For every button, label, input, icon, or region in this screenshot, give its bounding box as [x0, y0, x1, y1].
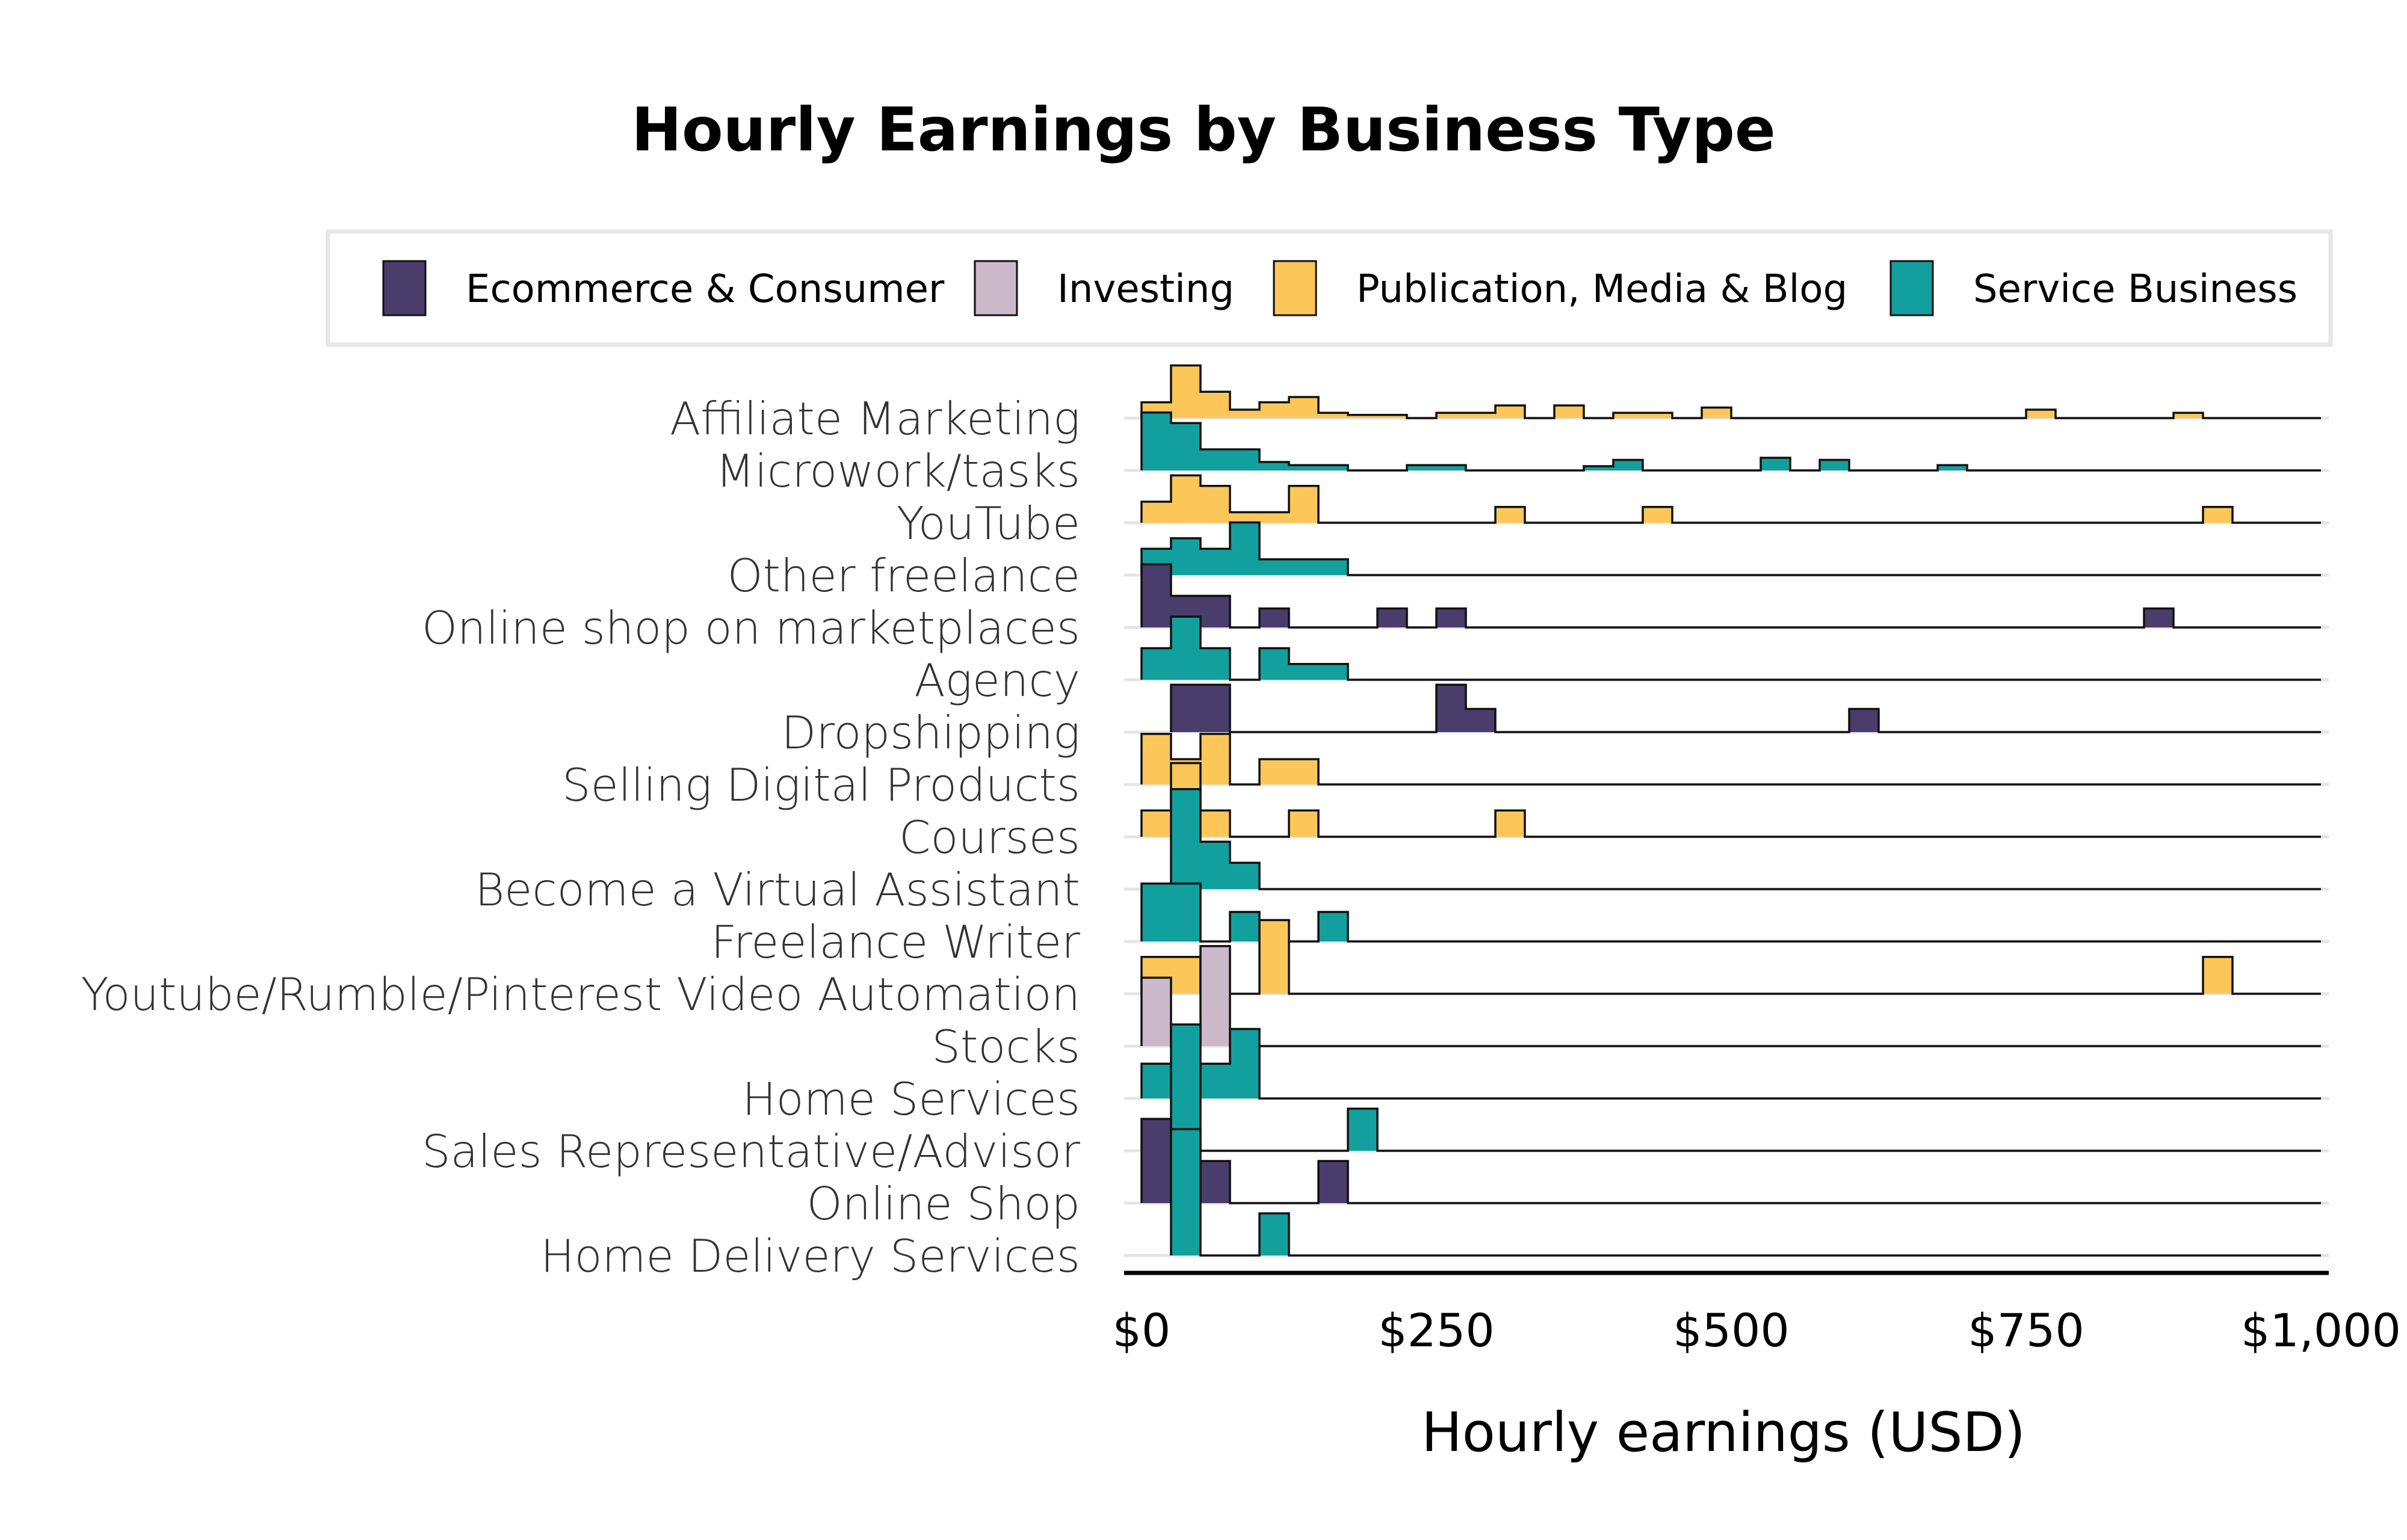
legend-swatch-investing — [974, 260, 1018, 316]
ridge-dropshipping — [1170, 683, 2321, 733]
ridge-outline-sales-representative-advisor — [1170, 1023, 2321, 1152]
x-tick-label: $1,000 — [2241, 1304, 2401, 1357]
x-tick-label: $750 — [1968, 1304, 2084, 1357]
ridge-fill-become-a-virtual-assistant — [1171, 789, 2321, 889]
legend-swatch-ecommerce-consumer — [382, 260, 427, 316]
ridge-outline-freelance-writer — [1140, 882, 2321, 943]
row-label-courses: Courses — [899, 811, 1080, 864]
legend-swatch-service-business — [1889, 260, 1934, 316]
x-axis-ticks: $0 $250 $500 $750 $1,000 — [1113, 1304, 2401, 1357]
row-labels: Affiliate MarketingMicrowork/tasksYouTub… — [81, 392, 1081, 1283]
row-label-become-a-virtual-assistant: Become a Virtual Assistant — [475, 863, 1080, 916]
x-tick-label: $250 — [1378, 1304, 1494, 1357]
ridge-fill-sales-representative-advisor — [1171, 1024, 2321, 1151]
ridge-freelance-writer — [1140, 882, 2321, 943]
row-label-youtube: YouTube — [897, 497, 1080, 550]
ridge-outline-courses — [1140, 762, 2321, 838]
ridge-outline-online-shop-on-marketplaces — [1140, 563, 2321, 629]
x-tick-label: $0 — [1113, 1304, 1171, 1357]
row-label-sales-representative-advisor: Sales Representative/Advisor — [422, 1125, 1080, 1178]
ridge-fill-home-delivery-services — [1171, 1129, 2321, 1255]
legend-label-service-business: Service Business — [1973, 267, 2297, 312]
ridge-outline-youtube — [1140, 474, 2321, 524]
ridge-become-a-virtual-assistant — [1170, 788, 2321, 890]
row-label-selling-digital-products: Selling Digital Products — [562, 759, 1080, 812]
ridge-outline-selling-digital-products — [1140, 733, 2321, 786]
row-label-dropshipping: Dropshipping — [782, 706, 1080, 759]
ridge-fill-home-services — [1142, 1029, 2321, 1098]
ridge-agency — [1140, 615, 2321, 681]
ridge-sales-representative-advisor — [1170, 1023, 2321, 1152]
ridge-outline-agency — [1140, 615, 2321, 681]
row-label-microwork-tasks: Microwork/tasks — [715, 445, 1080, 497]
row-label-online-shop: Online Shop — [807, 1177, 1080, 1230]
x-tick-label: $500 — [1673, 1304, 1789, 1357]
x-axis-title: Hourly earnings (USD) — [1421, 1401, 2025, 1464]
ridge-outline-other-freelance — [1140, 521, 2321, 576]
ridge-fill-other-freelance — [1142, 522, 2321, 575]
chart-title: Hourly Earnings by Business Type — [631, 94, 1775, 165]
ridge-home-delivery-services — [1170, 1128, 2321, 1257]
legend-swatch-publication-media-blog — [1273, 260, 1317, 316]
row-label-online-shop-on-marketplaces: Online shop on marketplaces — [422, 602, 1080, 654]
row-label-affiliate-marketing: Affiliate Marketing — [670, 392, 1080, 445]
ridge-fill-microwork-tasks — [1142, 412, 2321, 470]
ridge-home-services — [1140, 1027, 2321, 1100]
ridges — [1140, 364, 2321, 1257]
legend-box — [326, 229, 2333, 347]
ridge-youtube — [1140, 474, 2321, 524]
ridge-outline-online-shop — [1140, 1118, 2321, 1204]
ridge-online-shop — [1140, 1118, 2321, 1204]
ridge-online-shop-on-marketplaces — [1140, 563, 2321, 629]
ridge-outline-dropshipping — [1170, 683, 2321, 733]
ridge-outline-affiliate-marketing — [1140, 364, 2321, 419]
ridge-fill-stocks — [1142, 946, 2321, 1046]
ridge-stocks — [1140, 945, 2321, 1047]
ridge-microwork-tasks — [1140, 411, 2321, 472]
ridge-fill-dropshipping — [1171, 685, 2321, 732]
ridge-outline-microwork-tasks — [1140, 411, 2321, 472]
legend-label-ecommerce-consumer: Ecommerce & Consumer — [466, 267, 945, 312]
row-label-other-freelance: Other freelance — [728, 549, 1080, 602]
legend-label-investing: Investing — [1057, 267, 1234, 312]
row-label-stocks: Stocks — [932, 1020, 1080, 1073]
ridge-outline-become-a-virtual-assistant — [1170, 788, 2321, 890]
ridge-outline-home-services — [1140, 1027, 2321, 1100]
ridge-affiliate-marketing — [1140, 364, 2321, 419]
row-label-home-services: Home Services — [742, 1073, 1080, 1126]
ridge-outline-home-delivery-services — [1170, 1128, 2321, 1257]
legend-label-publication-media-blog: Publication, Media & Blog — [1356, 267, 1847, 312]
ridge-outline-stocks — [1140, 945, 2321, 1047]
ridge-courses — [1140, 762, 2321, 838]
row-label-youtube-rumble-pinterest-video-automation: Youtube/Rumble/Pinterest Video Automatio… — [81, 968, 1080, 1021]
ridge-selling-digital-products — [1140, 733, 2321, 786]
row-label-agency: Agency — [914, 654, 1080, 707]
legend: Ecommerce & Consumer Investing Publication… — [326, 229, 2333, 347]
row-label-freelance-writer: Freelance Writer — [711, 916, 1080, 969]
row-label-home-delivery-services: Home Delivery Services — [540, 1230, 1080, 1283]
ridge-other-freelance — [1140, 521, 2321, 576]
